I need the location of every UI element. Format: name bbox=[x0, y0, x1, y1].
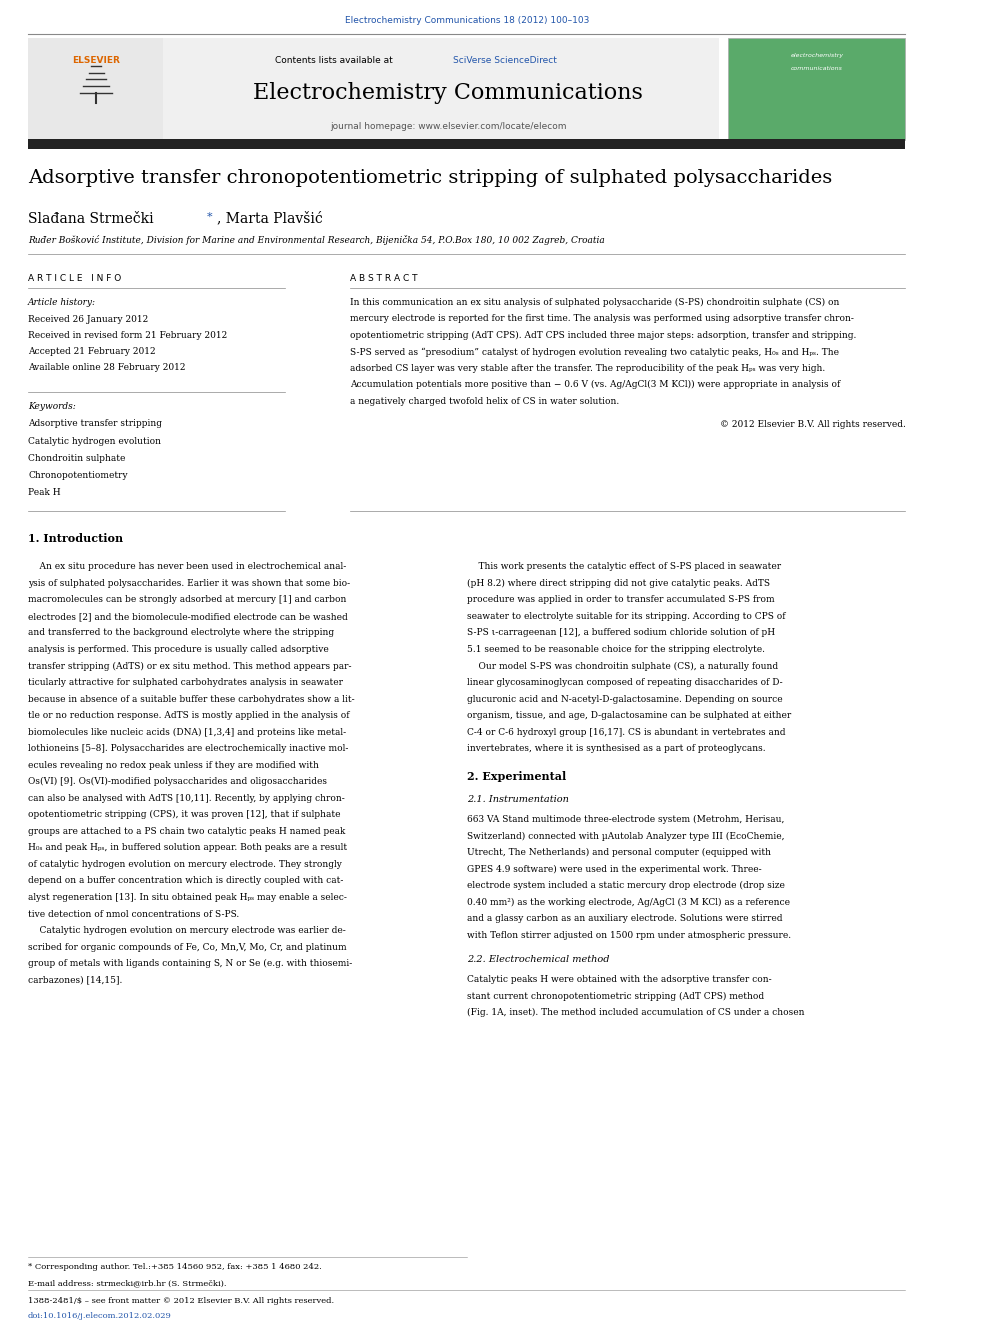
Text: * Corresponding author. Tel.:+385 14560 952, fax: +385 1 4680 242.: * Corresponding author. Tel.:+385 14560 … bbox=[28, 1263, 321, 1271]
Text: Ruđer Bošković Institute, Division for Marine and Environmental Research, Bijeni: Ruđer Bošković Institute, Division for M… bbox=[28, 235, 605, 246]
Text: Adsorptive transfer chronopotentiometric stripping of sulphated polysaccharides: Adsorptive transfer chronopotentiometric… bbox=[28, 169, 832, 188]
Text: E-mail address: strmecki@irb.hr (S. Strmečki).: E-mail address: strmecki@irb.hr (S. Strm… bbox=[28, 1279, 226, 1287]
Text: mercury electrode is reported for the first time. The analysis was performed usi: mercury electrode is reported for the fi… bbox=[350, 314, 854, 323]
Text: Catalytic peaks H were obtained with the adsorptive transfer con-: Catalytic peaks H were obtained with the… bbox=[467, 975, 772, 984]
Text: An ex situ procedure has never been used in electrochemical anal-: An ex situ procedure has never been used… bbox=[28, 562, 346, 572]
Text: adsorbed CS layer was very stable after the transfer. The reproducibility of the: adsorbed CS layer was very stable after … bbox=[350, 364, 825, 373]
Text: A B S T R A C T: A B S T R A C T bbox=[350, 274, 418, 283]
Text: of catalytic hydrogen evolution on mercury electrode. They strongly: of catalytic hydrogen evolution on mercu… bbox=[28, 860, 342, 869]
Text: linear glycosaminoglycan composed of repeating disaccharides of D-: linear glycosaminoglycan composed of rep… bbox=[467, 677, 783, 687]
Text: Chronopotentiometry: Chronopotentiometry bbox=[28, 471, 128, 480]
Text: glucuronic acid and N-acetyl-D-galactosamine. Depending on source: glucuronic acid and N-acetyl-D-galactosa… bbox=[467, 695, 783, 704]
Text: alyst regeneration [13]. In situ obtained peak Hₚₛ may enable a selec-: alyst regeneration [13]. In situ obtaine… bbox=[28, 893, 347, 902]
Text: electrodes [2] and the biomolecule-modified electrode can be washed: electrodes [2] and the biomolecule-modif… bbox=[28, 611, 348, 620]
Text: , Marta Plavšić: , Marta Plavšić bbox=[216, 212, 322, 226]
Text: © 2012 Elsevier B.V. All rights reserved.: © 2012 Elsevier B.V. All rights reserved… bbox=[719, 419, 906, 429]
Text: carbazones) [14,15].: carbazones) [14,15]. bbox=[28, 976, 122, 984]
Text: Keywords:: Keywords: bbox=[28, 402, 75, 411]
Text: 1. Introduction: 1. Introduction bbox=[28, 533, 123, 544]
Text: Switzerland) connected with µAutolab Analyzer type III (EcoChemie,: Switzerland) connected with µAutolab Ana… bbox=[467, 831, 785, 840]
Text: 2.2. Electrochemical method: 2.2. Electrochemical method bbox=[467, 955, 609, 964]
Text: H₀ₛ and peak Hₚₛ, in buffered solution appear. Both peaks are a result: H₀ₛ and peak Hₚₛ, in buffered solution a… bbox=[28, 844, 347, 852]
Text: Received in revised form 21 February 2012: Received in revised form 21 February 201… bbox=[28, 331, 227, 340]
Text: depend on a buffer concentration which is directly coupled with cat-: depend on a buffer concentration which i… bbox=[28, 876, 343, 885]
Text: invertebrates, where it is synthesised as a part of proteoglycans.: invertebrates, where it is synthesised a… bbox=[467, 744, 766, 753]
FancyBboxPatch shape bbox=[28, 139, 906, 149]
Text: seawater to electrolyte suitable for its stripping. According to CPS of: seawater to electrolyte suitable for its… bbox=[467, 611, 786, 620]
Text: Utrecht, The Netherlands) and personal computer (equipped with: Utrecht, The Netherlands) and personal c… bbox=[467, 848, 771, 857]
FancyBboxPatch shape bbox=[728, 38, 906, 140]
Text: and transferred to the background electrolyte where the stripping: and transferred to the background electr… bbox=[28, 628, 334, 638]
Text: Accumulation potentials more positive than − 0.6 V (vs. Ag/AgCl(3 M KCl)) were a: Accumulation potentials more positive th… bbox=[350, 380, 840, 389]
Text: Adsorptive transfer stripping: Adsorptive transfer stripping bbox=[28, 419, 162, 429]
Text: with Teflon stirrer adjusted on 1500 rpm under atmospheric pressure.: with Teflon stirrer adjusted on 1500 rpm… bbox=[467, 931, 791, 939]
Text: and a glassy carbon as an auxiliary electrode. Solutions were stirred: and a glassy carbon as an auxiliary elec… bbox=[467, 914, 783, 923]
Text: 2.1. Instrumentation: 2.1. Instrumentation bbox=[467, 795, 568, 804]
Text: Accepted 21 February 2012: Accepted 21 February 2012 bbox=[28, 347, 156, 356]
Text: Available online 28 February 2012: Available online 28 February 2012 bbox=[28, 363, 186, 372]
Text: 1388-2481/$ – see front matter © 2012 Elsevier B.V. All rights reserved.: 1388-2481/$ – see front matter © 2012 El… bbox=[28, 1297, 334, 1304]
Text: opotentiometric stripping (AdT CPS). AdT CPS included three major steps: adsorpt: opotentiometric stripping (AdT CPS). AdT… bbox=[350, 331, 856, 340]
Text: 663 VA Stand multimode three-electrode system (Metrohm, Herisau,: 663 VA Stand multimode three-electrode s… bbox=[467, 815, 784, 824]
Text: C-4 or C-6 hydroxyl group [16,17]. CS is abundant in vertebrates and: C-4 or C-6 hydroxyl group [16,17]. CS is… bbox=[467, 728, 786, 737]
Text: a negatively charged twofold helix of CS in water solution.: a negatively charged twofold helix of CS… bbox=[350, 397, 619, 406]
Text: SciVerse ScienceDirect: SciVerse ScienceDirect bbox=[452, 56, 557, 65]
Text: electrochemistry: electrochemistry bbox=[791, 53, 843, 58]
Text: 5.1 seemed to be reasonable choice for the stripping electrolyte.: 5.1 seemed to be reasonable choice for t… bbox=[467, 644, 765, 654]
Text: Os(VI) [9]. Os(VI)-modified polysaccharides and oligosaccharides: Os(VI) [9]. Os(VI)-modified polysacchari… bbox=[28, 777, 327, 786]
Text: ysis of sulphated polysaccharides. Earlier it was shown that some bio-: ysis of sulphated polysaccharides. Earli… bbox=[28, 579, 350, 587]
Text: Peak H: Peak H bbox=[28, 488, 61, 497]
Text: A R T I C L E   I N F O: A R T I C L E I N F O bbox=[28, 274, 121, 283]
Text: communications: communications bbox=[791, 66, 843, 71]
Text: *: * bbox=[207, 212, 213, 222]
Text: can also be analysed with AdTS [10,11]. Recently, by applying chron-: can also be analysed with AdTS [10,11]. … bbox=[28, 794, 345, 803]
Text: ecules revealing no redox peak unless if they are modified with: ecules revealing no redox peak unless if… bbox=[28, 761, 318, 770]
Text: tive detection of nmol concentrations of S-PS.: tive detection of nmol concentrations of… bbox=[28, 910, 239, 918]
Text: (Fig. 1A, inset). The method included accumulation of CS under a chosen: (Fig. 1A, inset). The method included ac… bbox=[467, 1008, 805, 1017]
Text: opotentiometric stripping (CPS), it was proven [12], that if sulphate: opotentiometric stripping (CPS), it was … bbox=[28, 810, 340, 819]
Text: Electrochemistry Communications 18 (2012) 100–103: Electrochemistry Communications 18 (2012… bbox=[344, 16, 589, 25]
Text: Article history:: Article history: bbox=[28, 298, 96, 307]
Text: In this communication an ex situ analysis of sulphated polysaccharide (S-PS) cho: In this communication an ex situ analysi… bbox=[350, 298, 839, 307]
Text: Received 26 January 2012: Received 26 January 2012 bbox=[28, 315, 148, 324]
Text: Contents lists available at: Contents lists available at bbox=[276, 56, 396, 65]
Text: GPES 4.9 software) were used in the experimental work. Three-: GPES 4.9 software) were used in the expe… bbox=[467, 864, 762, 873]
Text: lothioneins [5–8]. Polysaccharides are electrochemically inactive mol-: lothioneins [5–8]. Polysaccharides are e… bbox=[28, 744, 348, 753]
Text: groups are attached to a PS chain two catalytic peaks H named peak: groups are attached to a PS chain two ca… bbox=[28, 827, 345, 836]
Text: ELSEVIER: ELSEVIER bbox=[72, 56, 120, 65]
Text: (pH 8.2) where direct stripping did not give catalytic peaks. AdTS: (pH 8.2) where direct stripping did not … bbox=[467, 579, 770, 587]
Text: Chondroitin sulphate: Chondroitin sulphate bbox=[28, 454, 125, 463]
Text: transfer stripping (AdTS) or ex situ method. This method appears par-: transfer stripping (AdTS) or ex situ met… bbox=[28, 662, 351, 671]
Text: 0.40 mm²) as the working electrode, Ag/AgCl (3 M KCl) as a reference: 0.40 mm²) as the working electrode, Ag/A… bbox=[467, 897, 790, 906]
Text: S-PS ι-carrageenan [12], a buffered sodium chloride solution of pH: S-PS ι-carrageenan [12], a buffered sodi… bbox=[467, 628, 775, 638]
Text: Catalytic hydrogen evolution on mercury electrode was earlier de-: Catalytic hydrogen evolution on mercury … bbox=[28, 926, 346, 935]
Text: 2. Experimental: 2. Experimental bbox=[467, 771, 566, 782]
Text: journal homepage: www.elsevier.com/locate/elecom: journal homepage: www.elsevier.com/locat… bbox=[329, 122, 566, 131]
Text: Electrochemistry Communications: Electrochemistry Communications bbox=[253, 82, 643, 105]
Text: Our model S-PS was chondroitin sulphate (CS), a naturally found: Our model S-PS was chondroitin sulphate … bbox=[467, 662, 778, 671]
Text: stant current chronopotentiometric stripping (AdT CPS) method: stant current chronopotentiometric strip… bbox=[467, 992, 764, 1000]
Text: doi:10.1016/j.elecom.2012.02.029: doi:10.1016/j.elecom.2012.02.029 bbox=[28, 1312, 172, 1320]
Text: scribed for organic compounds of Fe, Co, Mn,V, Mo, Cr, and platinum: scribed for organic compounds of Fe, Co,… bbox=[28, 942, 346, 951]
Text: group of metals with ligands containing S, N or Se (e.g. with thiosemi-: group of metals with ligands containing … bbox=[28, 959, 352, 968]
Text: macromolecules can be strongly adsorbed at mercury [1] and carbon: macromolecules can be strongly adsorbed … bbox=[28, 595, 346, 605]
Text: biomolecules like nucleic acids (DNA) [1,3,4] and proteins like metal-: biomolecules like nucleic acids (DNA) [1… bbox=[28, 728, 346, 737]
Text: organism, tissue, and age, D-galactosamine can be sulphated at either: organism, tissue, and age, D-galactosami… bbox=[467, 710, 791, 720]
Text: Catalytic hydrogen evolution: Catalytic hydrogen evolution bbox=[28, 437, 161, 446]
Text: tle or no reduction response. AdTS is mostly applied in the analysis of: tle or no reduction response. AdTS is mo… bbox=[28, 710, 349, 720]
Text: This work presents the catalytic effect of S-PS placed in seawater: This work presents the catalytic effect … bbox=[467, 562, 781, 572]
Text: S-PS served as “presodium” catalyst of hydrogen evolution revealing two catalyti: S-PS served as “presodium” catalyst of h… bbox=[350, 347, 839, 357]
FancyBboxPatch shape bbox=[28, 38, 719, 139]
Text: because in absence of a suitable buffer these carbohydrates show a lit-: because in absence of a suitable buffer … bbox=[28, 695, 354, 704]
Text: electrode system included a static mercury drop electrode (drop size: electrode system included a static mercu… bbox=[467, 881, 785, 890]
FancyBboxPatch shape bbox=[28, 38, 164, 139]
Text: Slađana Strmečki: Slađana Strmečki bbox=[28, 212, 154, 226]
Text: analysis is performed. This procedure is usually called adsorptive: analysis is performed. This procedure is… bbox=[28, 644, 328, 654]
Text: procedure was applied in order to transfer accumulated S-PS from: procedure was applied in order to transf… bbox=[467, 595, 775, 605]
Text: ticularly attractive for sulphated carbohydrates analysis in seawater: ticularly attractive for sulphated carbo… bbox=[28, 677, 343, 687]
